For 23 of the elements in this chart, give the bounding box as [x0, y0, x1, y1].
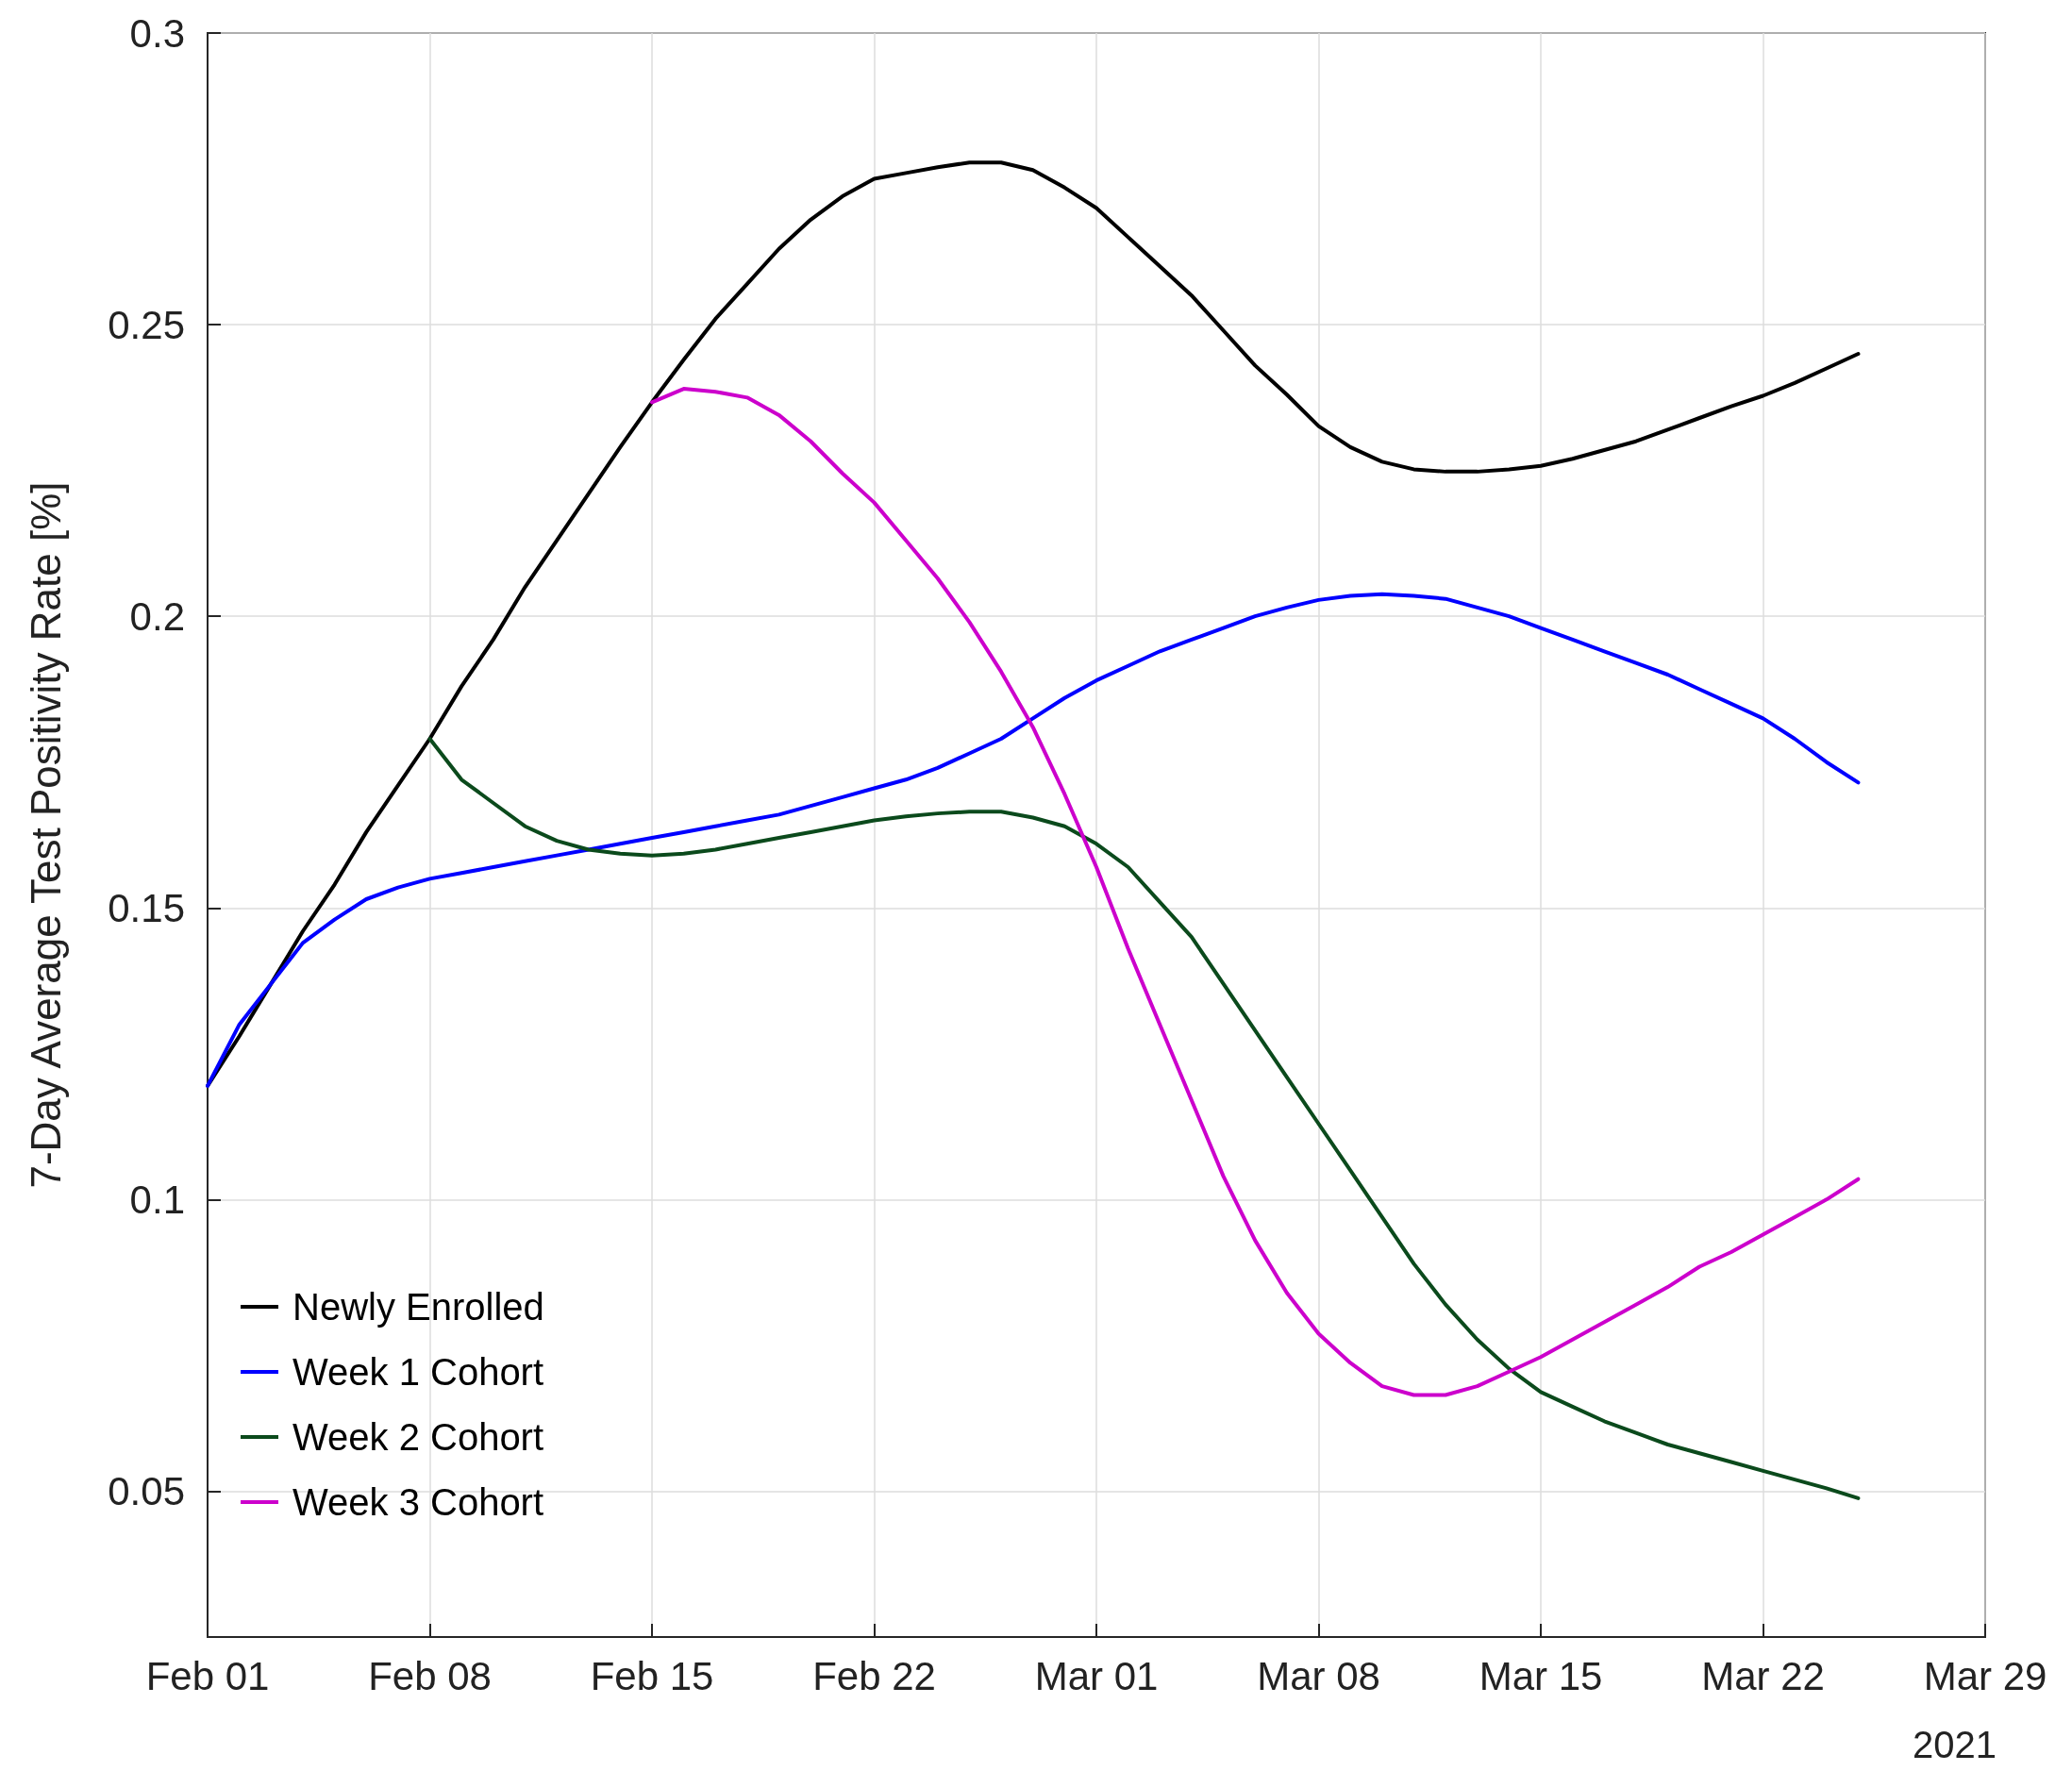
x-tick-label: Mar 15: [1479, 1653, 1603, 1698]
line-series: [650, 387, 1861, 1397]
y-axis-title: 7-Day Average Test Positivity Rate [%]: [22, 481, 69, 1189]
x-tick-label: Mar 29: [1923, 1653, 2047, 1698]
y-tick-label: 0.15: [108, 885, 185, 930]
y-tick-label: 0.3: [129, 10, 185, 56]
y-tick-label: 0.25: [108, 302, 185, 347]
x-tick-label: Feb 22: [812, 1653, 936, 1698]
x-tick-label: Feb 08: [368, 1653, 492, 1698]
text: 2021: [1913, 1724, 1997, 1765]
y-tick-label: 0.1: [129, 1177, 185, 1222]
y-tick-label: 0.05: [108, 1468, 185, 1513]
legend-label: Newly Enrolled: [292, 1286, 544, 1328]
legend-label: Week 2 Cohort: [292, 1416, 544, 1458]
x-tick-label: Mar 22: [1701, 1653, 1825, 1698]
legend-label: Week 1 Cohort: [292, 1351, 544, 1393]
line-series: [206, 592, 1861, 1088]
legend-label: Week 3 Cohort: [292, 1481, 544, 1523]
x-tick-label: Feb 15: [590, 1653, 714, 1698]
x-tick-label: Mar 08: [1257, 1653, 1380, 1698]
x-tick-label: Mar 01: [1034, 1653, 1159, 1698]
x-tick-label: Feb 01: [145, 1653, 270, 1698]
y-tick-label: 0.2: [129, 593, 185, 639]
